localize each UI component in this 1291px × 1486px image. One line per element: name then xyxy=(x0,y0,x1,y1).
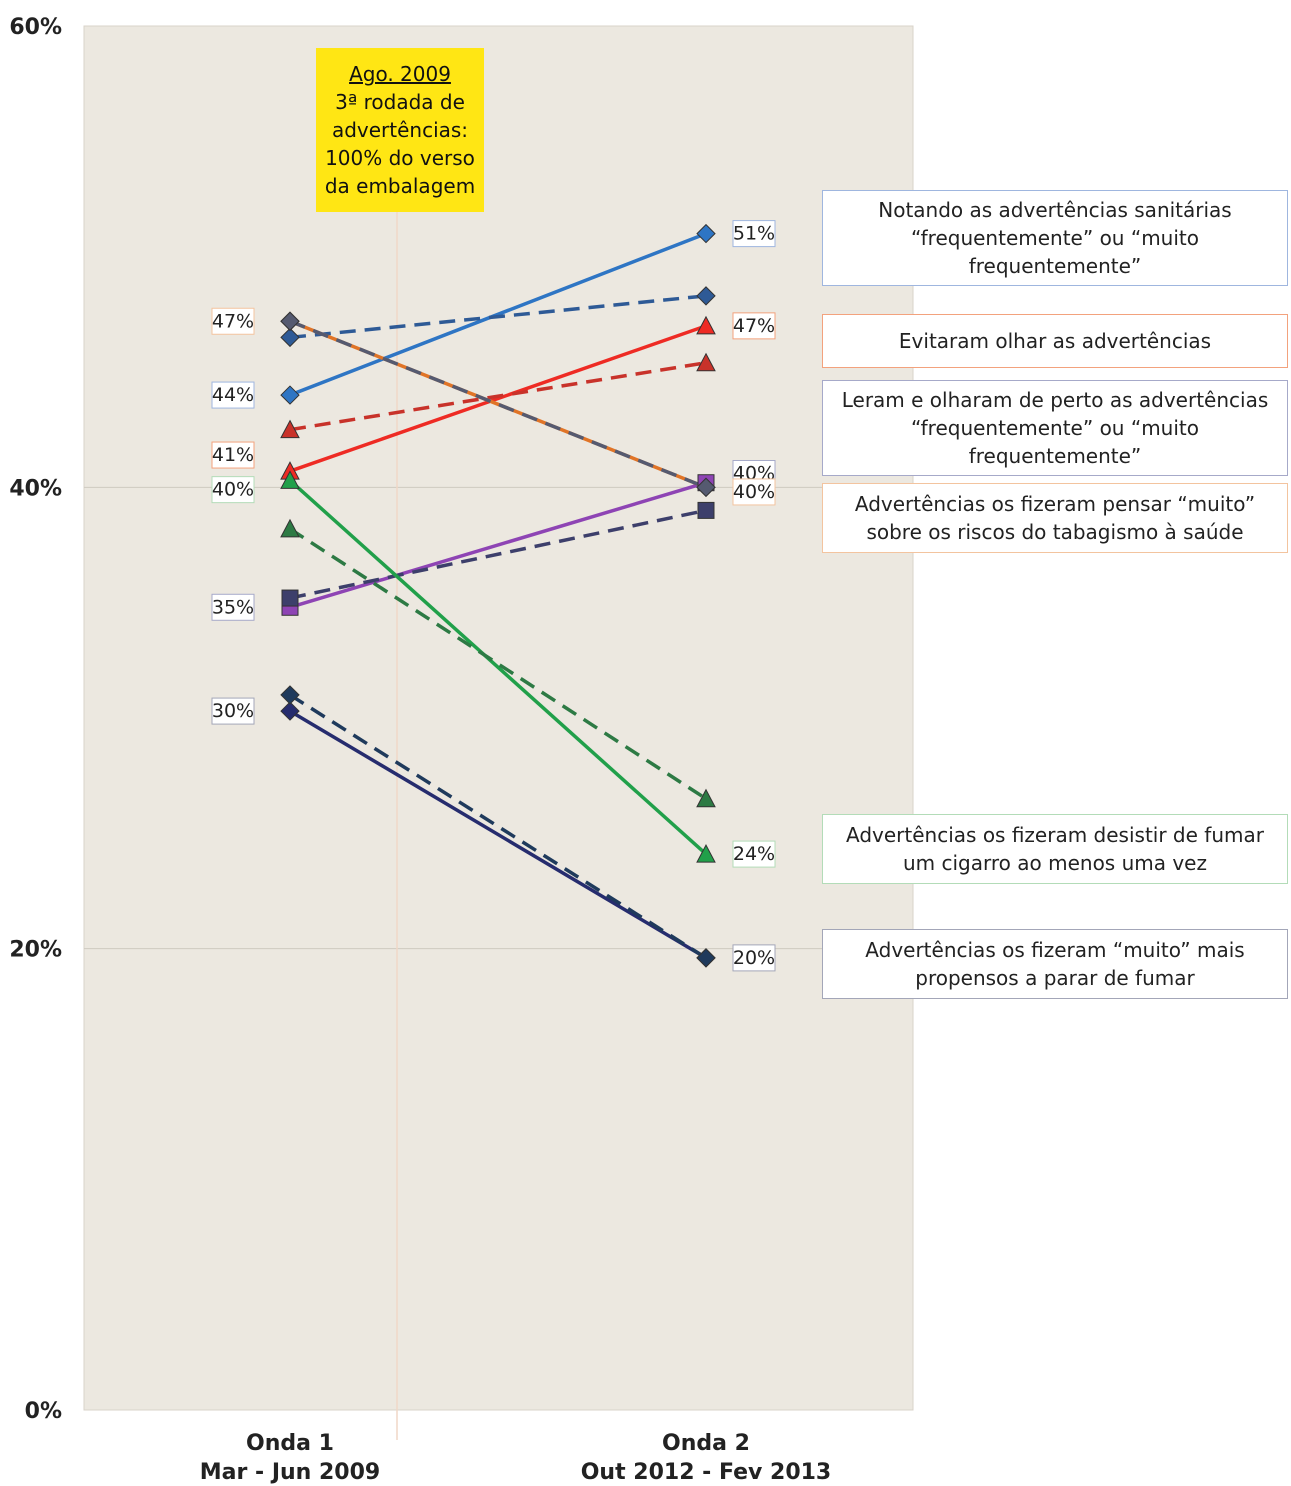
series-lines xyxy=(288,231,708,960)
y-axis: 0% 20% 40% 60% xyxy=(9,15,62,1424)
series-marker xyxy=(280,470,300,489)
annotation-text: 3ª rodada de advertências: 100% do verso… xyxy=(324,90,476,198)
series-line xyxy=(289,709,707,960)
annotation-title: Ago. 2009 xyxy=(349,62,451,86)
legend-entry: Leram e olharam de perto as advertências… xyxy=(822,380,1288,476)
data-labels: 44%51%47%35%40%47%40%40%24%30%20%41% xyxy=(211,220,776,972)
series-marker xyxy=(697,501,715,519)
legend-label: Advertências os fizeram desistir de fuma… xyxy=(846,823,1264,875)
x-tick-label: Out 2012 - Fev 2013 xyxy=(581,1460,832,1485)
x-tick-label: Mar - Jun 2009 xyxy=(200,1460,380,1485)
series-line xyxy=(289,319,707,489)
legend-entry: Evitaram olhar as advertências xyxy=(822,314,1288,368)
data-label: 47% xyxy=(733,315,775,337)
series-line xyxy=(289,527,707,801)
legend-label: Advertências os fizeram “muito” mais pro… xyxy=(865,938,1245,990)
series-line xyxy=(289,294,707,340)
legend-label: Evitaram olhar as advertências xyxy=(898,329,1212,353)
series-marker xyxy=(280,419,300,439)
legend-label: Leram e olharam de perto as advertências… xyxy=(841,388,1269,468)
series-marker xyxy=(280,685,300,705)
data-label-box xyxy=(732,944,776,972)
data-label: 44% xyxy=(212,384,254,406)
series-line xyxy=(289,324,707,473)
data-label: 35% xyxy=(212,596,254,618)
legend-label: Advertências os fizeram pensar “muito” s… xyxy=(854,492,1256,544)
series-marker xyxy=(280,327,300,348)
data-label-box xyxy=(211,697,255,725)
x-tick-label: Onda 1 xyxy=(246,1431,334,1456)
series-marker xyxy=(696,286,716,306)
series-line xyxy=(288,479,708,856)
data-label-box xyxy=(732,478,776,506)
series-marker xyxy=(696,948,716,968)
data-label-box xyxy=(211,381,255,409)
series-marker xyxy=(280,311,300,331)
series-marker xyxy=(696,315,716,335)
legend-label: Notando as advertências sanitárias “freq… xyxy=(878,198,1232,278)
series-marker xyxy=(281,589,299,607)
series-line xyxy=(289,508,707,600)
data-label-box xyxy=(211,441,255,469)
x-axis: Onda 1 Mar - Jun 2009 Onda 2 Out 2012 - Fev… xyxy=(200,1431,831,1485)
series-marker xyxy=(696,223,716,244)
data-label: 30% xyxy=(212,700,254,722)
legend-entry: Advertências os fizeram pensar “muito” s… xyxy=(822,483,1288,553)
plot-area xyxy=(83,25,914,1411)
data-label-box xyxy=(732,220,776,248)
legend-entry: Advertências os fizeram desistir de fuma… xyxy=(822,814,1288,884)
series-line xyxy=(289,693,707,960)
y-tick-label: 60% xyxy=(9,15,62,40)
data-label: 40% xyxy=(212,479,254,501)
data-label-box xyxy=(211,476,255,504)
series-line xyxy=(289,361,707,432)
y-tick-label: 20% xyxy=(9,938,62,963)
data-label-box xyxy=(732,840,776,868)
annotation-box: Ago. 2009 3ª rodada de advertências: 100… xyxy=(316,48,484,212)
series-line xyxy=(289,231,707,397)
legend-entry: Advertências os fizeram “muito” mais pro… xyxy=(822,929,1288,999)
y-tick-label: 40% xyxy=(9,476,62,501)
series-marker xyxy=(696,788,716,808)
series-line xyxy=(289,481,707,609)
data-label: 20% xyxy=(733,947,775,969)
data-label: 51% xyxy=(733,223,775,245)
series-marker xyxy=(280,518,300,538)
legend-entry: Notando as advertências sanitárias “freq… xyxy=(822,190,1288,286)
data-label: 47% xyxy=(212,310,254,332)
data-label: 24% xyxy=(733,843,775,865)
x-tick-label: Onda 2 xyxy=(662,1431,750,1456)
data-label: 41% xyxy=(212,444,254,466)
data-label: 40% xyxy=(733,481,775,503)
series-marker xyxy=(280,385,300,405)
series-marker xyxy=(696,477,716,498)
series-marker xyxy=(280,701,300,721)
y-tick-label: 0% xyxy=(25,1399,62,1424)
data-label-box xyxy=(211,593,255,621)
series-marker xyxy=(696,844,716,863)
series-marker xyxy=(696,352,716,372)
data-label-box xyxy=(211,307,255,335)
data-label-box xyxy=(732,312,776,340)
series-markers xyxy=(280,223,716,968)
